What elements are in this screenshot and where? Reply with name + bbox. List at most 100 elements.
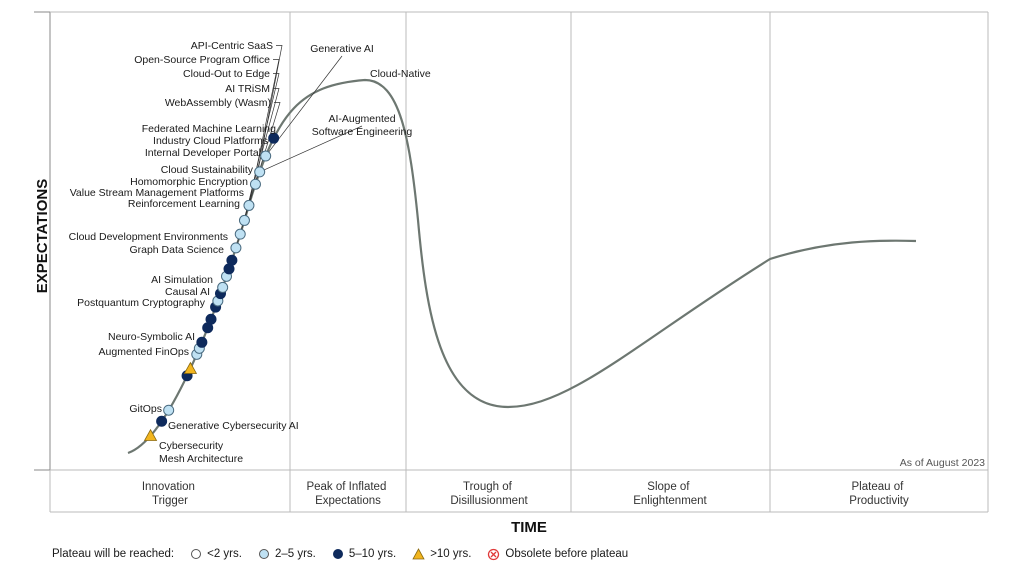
- label-line: Homomorphic Encryption: [130, 176, 248, 188]
- label-line: Postquantum Cryptography: [77, 297, 206, 309]
- legend-label: <2 yrs.: [207, 548, 242, 560]
- label-postquantum-cryptography: Postquantum Cryptography: [77, 297, 206, 309]
- legend-marker-red-x-circle: [488, 548, 500, 560]
- marker-ai-trism: [234, 228, 246, 240]
- label-cloud-development-environments: Cloud Development Environments: [69, 231, 228, 243]
- label-line: AI-Augmented: [328, 113, 395, 125]
- label-open-source-program-office: Open-Source Program Office: [134, 54, 270, 66]
- phase-label-slope: Slope of Enlightenment: [633, 481, 707, 507]
- marker-cloud-development-environments: [205, 313, 217, 325]
- label-line: GitOps: [129, 403, 162, 415]
- legend: Plateau will be reached: <2 yrs. 2–5 yrs…: [52, 545, 628, 563]
- label-api-centric-saas: API-Centric SaaS: [191, 40, 273, 52]
- legend-item-obsolete: Obsolete before plateau: [487, 548, 628, 561]
- legend-marker-light-blue-circle: [258, 549, 269, 559]
- label-generative-cybersecurity-ai: Generative Cybersecurity AI: [168, 420, 299, 432]
- label-cloud-native: Cloud-Native: [370, 68, 431, 80]
- leader-line-ai-augmented-software-engineering: [259, 125, 363, 173]
- label-line: WebAssembly (Wasm): [165, 97, 271, 109]
- marker-ai-simulation: [196, 336, 208, 348]
- label-line: Federated Machine Learning: [142, 123, 276, 135]
- label-line: Industry Cloud Platforms: [153, 135, 268, 147]
- marker-cybersecurity-mesh-architecture: [143, 428, 158, 441]
- as-of-note: As of August 2023: [900, 457, 985, 469]
- legend-item-gt10: >10 yrs.: [412, 548, 471, 560]
- marker-neuro-symbolic-ai: [183, 361, 198, 374]
- label-line: Cloud Development Environments: [69, 231, 228, 243]
- label-neuro-symbolic-ai: Neuro-Symbolic AI: [108, 331, 195, 343]
- marker-cloud-sustainability: [217, 281, 229, 293]
- leader-line-api-centric-saas: [255, 45, 283, 185]
- legend-label: 5–10 yrs.: [348, 548, 397, 560]
- legend-marker-empty-circle: [191, 549, 202, 559]
- label-augmented-finops: Augmented FinOps: [99, 346, 189, 358]
- legend-marker-navy-circle: [332, 549, 343, 559]
- marker-api-centric-saas: [249, 178, 261, 190]
- marker-federated-machine-learning: [226, 254, 238, 266]
- label-line: Neuro-Symbolic AI: [108, 331, 195, 343]
- label-line: Internal Developer Portal: [145, 147, 261, 159]
- label-line: Mesh Architecture: [159, 453, 243, 465]
- label-line: Cloud Sustainability: [161, 164, 254, 176]
- label-cloud-sustainability: Cloud Sustainability: [161, 164, 254, 176]
- label-ai-augmented-software-engineering: AI-Augmented Software Engineering: [312, 113, 413, 138]
- y-axis-title: EXPECTATIONS: [34, 179, 51, 293]
- marker-generative-ai: [260, 150, 272, 162]
- legend-item-lt2: <2 yrs.: [190, 548, 242, 560]
- phase-label-line: Plateau of: [852, 481, 905, 493]
- label-federated-machine-learning: Federated Machine Learning: [142, 123, 276, 135]
- label-homomorphic-encryption: Homomorphic Encryption: [130, 176, 248, 188]
- marker-open-source-program-office: [243, 199, 255, 211]
- label-line: Augmented FinOps: [99, 346, 189, 358]
- phase-label-line: Slope of: [647, 481, 690, 493]
- label-line: Open-Source Program Office: [134, 54, 270, 66]
- label-line: AI Simulation: [151, 274, 213, 286]
- label-line: API-Centric SaaS: [191, 40, 273, 52]
- marker-generative-cybersecurity-ai: [156, 415, 168, 427]
- legend-item-2to5: 2–5 yrs.: [258, 548, 316, 560]
- x-axis-title: TIME: [511, 519, 547, 536]
- legend-title: Plateau will be reached:: [52, 548, 175, 560]
- phase-label-line: Enlightenment: [633, 495, 707, 507]
- phase-label-line: Peak of Inflated: [306, 481, 386, 493]
- label-graph-data-science: Graph Data Science: [129, 244, 224, 256]
- marker-gitops: [163, 404, 175, 416]
- label-internal-developer-portal: Internal Developer Portal: [145, 147, 261, 159]
- label-value-stream-management-platforms: Value Stream Management Platforms: [70, 187, 244, 199]
- technology-markers: [143, 132, 280, 441]
- label-line: Cloud-Native: [370, 68, 431, 80]
- label-line: Software Engineering: [312, 126, 413, 138]
- label-line: Graph Data Science: [129, 244, 224, 256]
- label-line: Cloud-Out to Edge: [183, 68, 270, 80]
- label-line: Value Stream Management Platforms: [70, 187, 244, 199]
- label-causal-ai: Causal AI: [165, 286, 210, 298]
- label-line: Generative AI: [310, 43, 374, 55]
- label-ai-simulation: AI Simulation: [151, 274, 213, 286]
- legend-label: 2–5 yrs.: [274, 548, 316, 560]
- phase-label-plateau: Plateau of Productivity: [849, 481, 909, 507]
- label-industry-cloud-platforms: Industry Cloud Platforms: [153, 135, 268, 147]
- label-webassembly-wasm: WebAssembly (Wasm): [165, 97, 271, 109]
- label-line: Cybersecurity: [159, 440, 224, 452]
- marker-ai-augmented-software-engineering: [254, 166, 266, 178]
- phase-label-trough: Trough of Disillusionment: [450, 481, 528, 507]
- label-cybersecurity-mesh-architecture: Cybersecurity Mesh Architecture: [159, 440, 243, 465]
- label-line: Generative Cybersecurity AI: [168, 420, 299, 432]
- label-line: Causal AI: [165, 286, 210, 298]
- phase-label-line: Productivity: [849, 495, 909, 507]
- phase-label-peak: Peak of Inflated Expectations: [306, 481, 389, 507]
- label-cloud-out-to-edge: Cloud-Out to Edge: [183, 68, 270, 80]
- phase-label-line: Trough of: [463, 481, 513, 493]
- marker-cloud-native: [268, 132, 280, 144]
- phase-label-innovation-trigger: Innovation Trigger: [142, 481, 198, 507]
- phase-label-line: Disillusionment: [450, 495, 528, 507]
- marker-cloud-out-to-edge: [238, 214, 250, 226]
- label-ai-trism: AI TRiSM: [225, 83, 270, 95]
- label-line: Reinforcement Learning: [128, 198, 240, 210]
- legend-item-5to10: 5–10 yrs.: [332, 548, 396, 560]
- legend-marker-yellow-triangle: [412, 548, 425, 560]
- label-generative-ai: Generative AI: [310, 43, 374, 55]
- leader-line-webassembly-wasm: [235, 102, 281, 248]
- label-reinforcement-learning: Reinforcement Learning: [128, 198, 240, 210]
- phase-label-line: Expectations: [315, 495, 381, 507]
